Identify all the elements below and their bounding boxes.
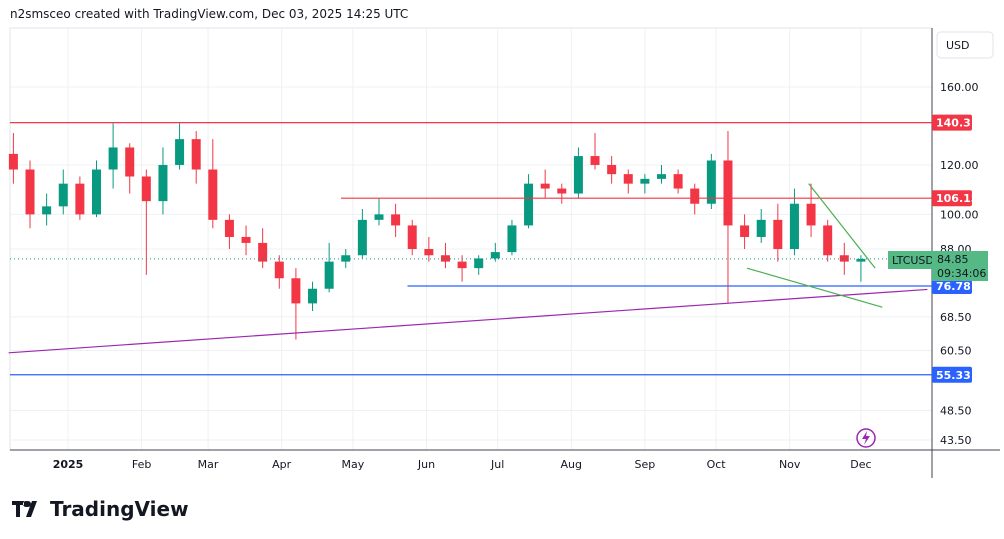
candle-body <box>474 258 484 269</box>
y-tick-label: 120.00 <box>940 159 979 172</box>
candle-body <box>357 219 367 256</box>
symbol-badge <box>888 251 932 269</box>
trend-line <box>8 288 928 354</box>
candle-body <box>590 156 600 165</box>
candle-body <box>175 139 185 165</box>
candle-body <box>657 174 666 179</box>
candle-body <box>258 242 268 262</box>
candle-body <box>75 183 85 215</box>
candle-body <box>773 219 783 250</box>
candle-body <box>91 169 101 215</box>
candle-body <box>25 169 35 215</box>
chart-attribution: n2smsceo created with TradingView.com, D… <box>10 7 409 21</box>
level-price-badge <box>932 190 972 207</box>
candle-body <box>806 203 816 226</box>
level-price-label: 55.33 <box>936 369 971 382</box>
trend-line <box>746 267 883 308</box>
candle-body <box>557 188 567 194</box>
candle-body <box>856 258 866 262</box>
tradingview-logo-icon <box>12 501 37 517</box>
x-tick-label: Apr <box>272 458 292 471</box>
y-tick-label: 160.00 <box>940 81 979 94</box>
candle-body <box>640 178 650 184</box>
candle-body <box>789 203 799 250</box>
candle-body <box>224 219 234 237</box>
candle-body <box>706 160 716 204</box>
candle-body <box>673 174 683 189</box>
x-tick-label: Jun <box>417 458 435 471</box>
candle-body <box>8 153 18 170</box>
candle-body <box>158 164 168 202</box>
trend-line <box>808 183 876 269</box>
candle-body <box>823 225 833 256</box>
x-tick-label: May <box>342 458 365 471</box>
candle-body <box>58 183 68 207</box>
y-tick-label: 68.50 <box>940 311 972 324</box>
y-tick-label: 43.50 <box>940 434 972 447</box>
candle-body <box>374 214 384 220</box>
level-price-label: 140.31 <box>936 117 978 130</box>
x-tick-label: Nov <box>779 458 801 471</box>
candle-body <box>42 206 52 215</box>
y-tick-label: 100.00 <box>940 208 979 221</box>
level-price-badge <box>932 114 972 131</box>
candle-body <box>108 147 118 170</box>
last-price-label: 84.85 <box>937 253 969 266</box>
level-price-label: 76.78 <box>936 280 971 293</box>
candle-body <box>723 160 733 226</box>
candle-body <box>490 252 500 259</box>
candle-body <box>341 255 351 262</box>
candle-body <box>839 255 849 262</box>
tradingview-logo-text: TradingView <box>50 497 189 521</box>
price-chart[interactable]: 160.00120.00100.0088.0068.5060.5048.5043… <box>0 0 1004 490</box>
candle-body <box>623 174 633 184</box>
candle-body <box>191 139 201 170</box>
x-tick-label: Sep <box>635 458 656 471</box>
candle-body <box>540 183 550 189</box>
candle-body <box>507 225 517 253</box>
candle-body <box>607 164 617 175</box>
candle-body <box>241 236 251 243</box>
x-tick-label: Oct <box>707 458 727 471</box>
x-tick-label: Mar <box>198 458 219 471</box>
countdown-label: 09:34:06 <box>937 267 986 280</box>
candle-body <box>208 169 218 220</box>
candle-body <box>573 156 583 194</box>
y-tick-label: 60.50 <box>940 345 972 358</box>
candle-body <box>274 261 284 279</box>
lightning-glyph <box>862 431 870 445</box>
candle-body <box>291 278 301 304</box>
x-tick-label: Jul <box>490 458 504 471</box>
x-tick-label: Aug <box>561 458 582 471</box>
candle-body <box>407 225 417 250</box>
candle-body <box>756 219 766 237</box>
level-price-badge <box>932 366 972 383</box>
currency-button <box>936 31 994 59</box>
candle-body <box>690 188 700 204</box>
last-price-badge <box>932 251 988 281</box>
level-price-badge <box>932 277 972 294</box>
tradingview-logo[interactable]: TradingView <box>12 497 189 521</box>
candle-body <box>324 261 334 289</box>
currency-label: USD <box>946 39 970 52</box>
candle-body <box>424 249 434 256</box>
candle-body <box>308 288 318 304</box>
alert-lightning-icon <box>856 428 876 448</box>
x-tick-label: 2025 <box>53 458 84 471</box>
level-price-label: 106.15 <box>936 192 978 205</box>
candle-body <box>391 214 401 226</box>
candle-body <box>141 176 151 202</box>
candle-body <box>457 261 467 269</box>
candle-body <box>125 147 135 177</box>
symbol-label: LTCUSD <box>892 254 934 267</box>
x-tick-label: Feb <box>132 458 151 471</box>
candle-body <box>440 255 450 262</box>
x-tick-label: Dec <box>850 458 871 471</box>
candle-body <box>524 183 534 226</box>
candle-body <box>740 225 750 237</box>
y-tick-label: 48.50 <box>940 404 972 417</box>
